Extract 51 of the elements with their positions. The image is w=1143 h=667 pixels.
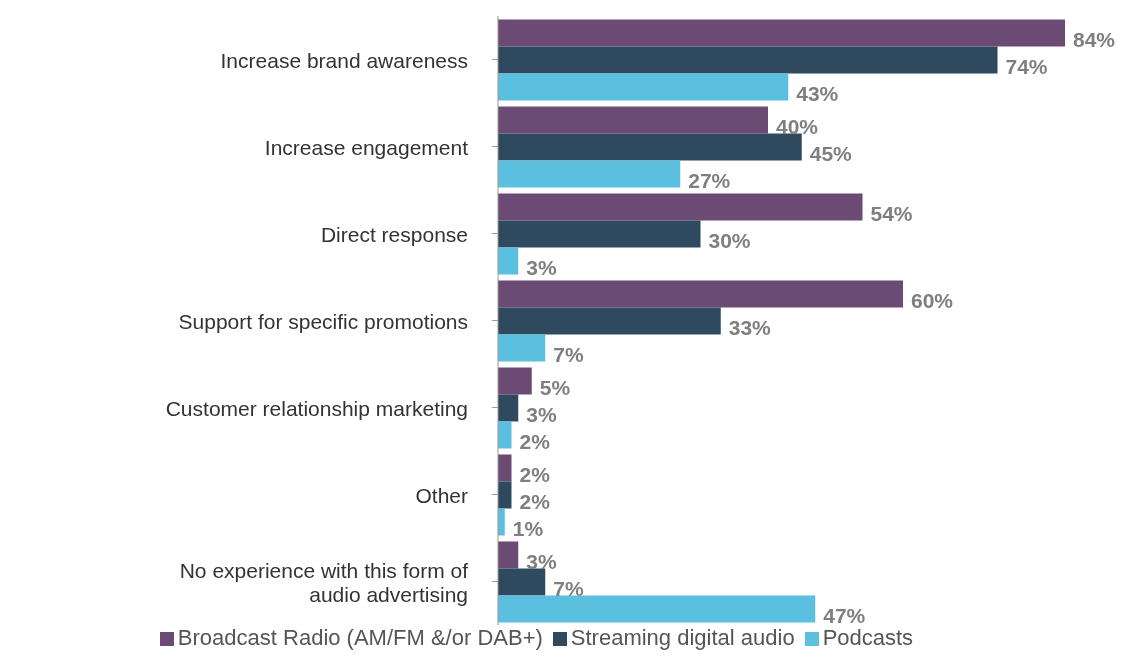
bar bbox=[498, 247, 519, 275]
data-label: 30% bbox=[708, 229, 751, 253]
y-tick-label: Increase brand awareness bbox=[220, 48, 468, 71]
data-label: 84% bbox=[1073, 28, 1116, 52]
y-tick-label: Direct response bbox=[320, 222, 468, 245]
data-label: 60% bbox=[911, 289, 954, 313]
bar bbox=[498, 193, 863, 221]
bar bbox=[498, 595, 816, 623]
y-tick-label: Other bbox=[415, 483, 468, 506]
bar bbox=[498, 220, 701, 248]
bar bbox=[498, 367, 532, 395]
y-tick-label: No experience with this form of audio advertising bbox=[179, 558, 469, 605]
data-label: 43% bbox=[796, 82, 839, 106]
bar bbox=[498, 73, 789, 101]
y-tick-label: Increase engagement bbox=[264, 135, 469, 158]
legend-label: Streaming digital audio bbox=[570, 625, 795, 650]
bar bbox=[498, 454, 512, 482]
data-label: 2% bbox=[519, 463, 551, 487]
y-tick-label: Customer relationship marketing bbox=[165, 396, 468, 419]
data-label: 40% bbox=[776, 115, 819, 139]
data-label: 7% bbox=[553, 343, 584, 367]
data-label: 47% bbox=[823, 604, 866, 628]
data-label: 2% bbox=[519, 430, 551, 454]
bar bbox=[498, 280, 903, 308]
bar bbox=[498, 568, 546, 596]
data-label: 33% bbox=[728, 316, 772, 340]
bar bbox=[498, 106, 768, 134]
data-label: 2% bbox=[519, 490, 551, 514]
bar bbox=[498, 394, 519, 422]
bar bbox=[498, 160, 681, 188]
bar bbox=[498, 19, 1065, 47]
legend-label: Broadcast Radio (AM/FM &/or DAB+) bbox=[177, 625, 543, 650]
bar bbox=[498, 541, 519, 569]
legend-label: Podcasts bbox=[822, 625, 914, 650]
data-label: 45% bbox=[809, 142, 853, 166]
data-label: 7% bbox=[553, 577, 584, 601]
data-label: 3% bbox=[526, 403, 557, 427]
data-label: 54% bbox=[870, 202, 913, 226]
bar bbox=[498, 133, 802, 161]
data-label: 1% bbox=[512, 517, 544, 541]
bar bbox=[498, 481, 512, 509]
data-label: 27% bbox=[688, 169, 731, 193]
bar bbox=[498, 421, 512, 449]
y-tick-label: Support for specific promotions bbox=[178, 309, 468, 332]
bar bbox=[498, 46, 998, 74]
bar bbox=[498, 307, 721, 335]
bar bbox=[498, 334, 546, 362]
data-label: 5% bbox=[539, 376, 571, 400]
data-label: 3% bbox=[526, 256, 557, 280]
data-label: 74% bbox=[1005, 55, 1048, 79]
data-label: 3% bbox=[526, 550, 557, 574]
